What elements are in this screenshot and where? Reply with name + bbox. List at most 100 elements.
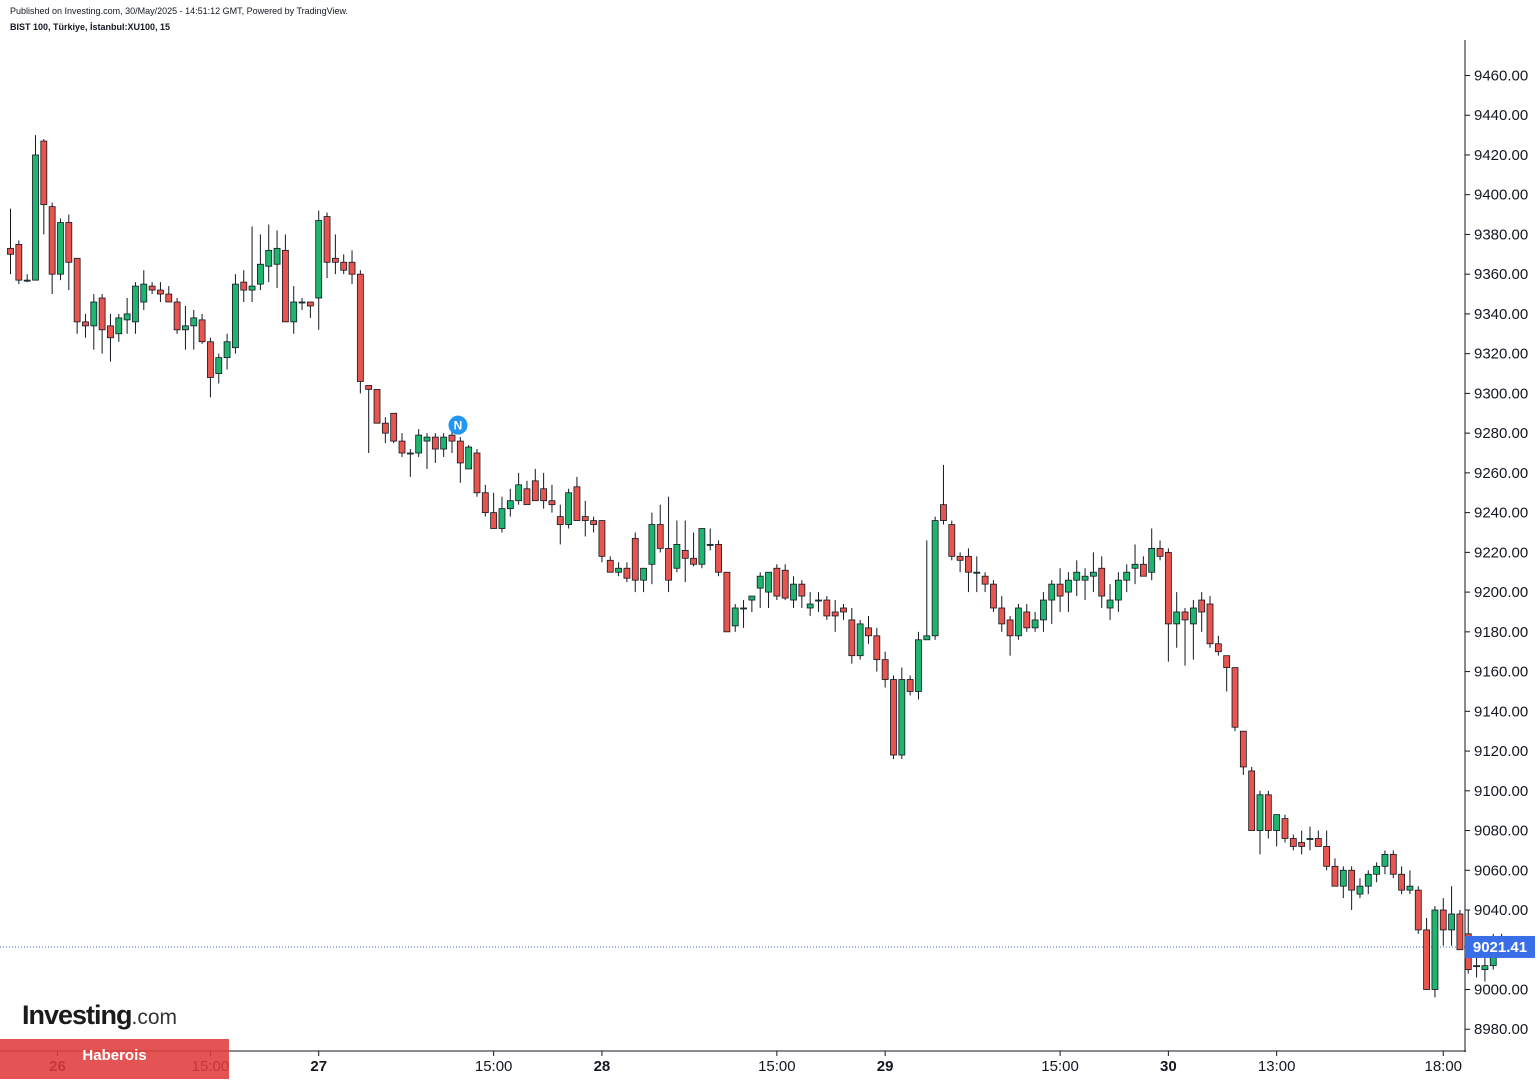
candle-down[interactable] <box>956 552 964 573</box>
candle-up[interactable] <box>1015 604 1022 640</box>
candle-down[interactable] <box>98 294 106 354</box>
candle-up[interactable] <box>740 600 747 628</box>
candle-down[interactable] <box>965 548 972 593</box>
candle-down[interactable] <box>148 282 156 295</box>
candle-down[interactable] <box>540 472 548 509</box>
candle-down[interactable] <box>107 313 114 362</box>
candle-down[interactable] <box>623 562 631 583</box>
candle-down[interactable] <box>848 607 856 664</box>
candle-down[interactable] <box>1331 858 1339 887</box>
candle-up[interactable] <box>698 528 706 569</box>
candle-down[interactable] <box>523 480 531 506</box>
candle-up[interactable] <box>1339 866 1347 899</box>
candle-up[interactable] <box>248 226 256 302</box>
candle-down[interactable] <box>281 234 289 323</box>
candle-up[interactable] <box>182 305 189 350</box>
candle-down[interactable] <box>173 298 181 334</box>
candle-up[interactable] <box>232 274 239 354</box>
candle-up[interactable] <box>1090 552 1097 593</box>
candle-up[interactable] <box>57 218 64 281</box>
candle-down[interactable] <box>1248 766 1256 831</box>
candle-up[interactable] <box>23 274 31 283</box>
candle-down[interactable] <box>1281 814 1289 843</box>
candle-down[interactable] <box>306 301 314 318</box>
candle-down[interactable] <box>681 520 689 583</box>
candle-up[interactable] <box>1148 528 1156 581</box>
candle-down[interactable] <box>573 476 581 521</box>
candle-up[interactable] <box>123 298 131 334</box>
candle-up[interactable] <box>565 488 573 529</box>
candle-down[interactable] <box>65 214 73 291</box>
candle-down[interactable] <box>881 651 889 688</box>
candle-up[interactable] <box>90 294 98 350</box>
candle-down[interactable] <box>1348 866 1356 911</box>
candle-down[interactable] <box>590 516 597 533</box>
candle-up[interactable] <box>465 445 473 470</box>
candle-up[interactable] <box>1381 850 1389 875</box>
candle-down[interactable] <box>665 496 672 593</box>
candle-up[interactable] <box>415 429 423 457</box>
candle-down[interactable] <box>473 449 481 497</box>
candle-up[interactable] <box>132 282 139 334</box>
candle-up[interactable] <box>915 631 922 700</box>
candle-up[interactable] <box>1114 572 1122 612</box>
candle-down[interactable] <box>1289 834 1297 851</box>
candle-down[interactable] <box>1098 556 1106 608</box>
candle-down[interactable] <box>1006 615 1014 656</box>
candle-down[interactable] <box>356 270 364 394</box>
candle-down[interactable] <box>890 675 897 760</box>
candle-up[interactable] <box>515 472 523 505</box>
candle-down[interactable] <box>348 250 356 285</box>
candle-up[interactable] <box>440 433 448 457</box>
candle-down[interactable] <box>715 540 722 577</box>
candle-up[interactable] <box>406 449 414 477</box>
candle-down[interactable] <box>1023 604 1031 632</box>
candle-down[interactable] <box>1314 830 1322 847</box>
candle-up[interactable] <box>190 309 198 350</box>
candle-down[interactable] <box>1181 607 1189 666</box>
candle-down[interactable] <box>598 520 606 563</box>
candle-down[interactable] <box>606 556 614 573</box>
candle-down[interactable] <box>1323 830 1331 871</box>
candle-down[interactable] <box>1198 592 1206 632</box>
candle-down[interactable] <box>448 431 456 454</box>
candle-down[interactable] <box>981 572 989 593</box>
candle-up[interactable] <box>298 298 306 310</box>
candle-down[interactable] <box>15 240 23 285</box>
candle-up[interactable] <box>140 270 148 310</box>
candle-down[interactable] <box>1164 548 1172 662</box>
candle-up[interactable] <box>1106 584 1114 620</box>
candle-down[interactable] <box>690 532 697 567</box>
candle-up[interactable] <box>765 571 772 608</box>
candle-down[interactable] <box>481 484 489 517</box>
candle-down[interactable] <box>73 257 81 334</box>
candle-up[interactable] <box>815 592 822 612</box>
candle-down[interactable] <box>381 417 389 444</box>
candle-up[interactable] <box>898 667 906 760</box>
candle-down[interactable] <box>781 564 789 601</box>
candle-up[interactable] <box>506 488 514 517</box>
candle-down[interactable] <box>998 596 1006 632</box>
candle-down[interactable] <box>1298 830 1306 855</box>
candle-down[interactable] <box>531 468 539 502</box>
candle-up[interactable] <box>215 353 223 384</box>
candle-up[interactable] <box>790 576 797 608</box>
candle-down[interactable] <box>823 596 831 620</box>
candle-down[interactable] <box>331 234 339 275</box>
candle-down[interactable] <box>1423 917 1430 990</box>
candle-down[interactable] <box>7 208 14 275</box>
candle-down[interactable] <box>723 571 731 633</box>
candle-down[interactable] <box>556 504 564 545</box>
candle-up[interactable] <box>32 135 39 281</box>
candle-down[interactable] <box>940 464 947 525</box>
candle-down[interactable] <box>948 520 956 561</box>
candle-down[interactable] <box>340 254 348 275</box>
candle-down[interactable] <box>207 337 214 398</box>
candle-up[interactable] <box>223 333 231 370</box>
candle-up[interactable] <box>731 604 739 632</box>
candle-up[interactable] <box>615 562 622 577</box>
candle-down[interactable] <box>1389 850 1397 879</box>
candle-down[interactable] <box>1239 730 1247 775</box>
candle-down[interactable] <box>581 500 589 537</box>
candle-down[interactable] <box>656 504 664 553</box>
